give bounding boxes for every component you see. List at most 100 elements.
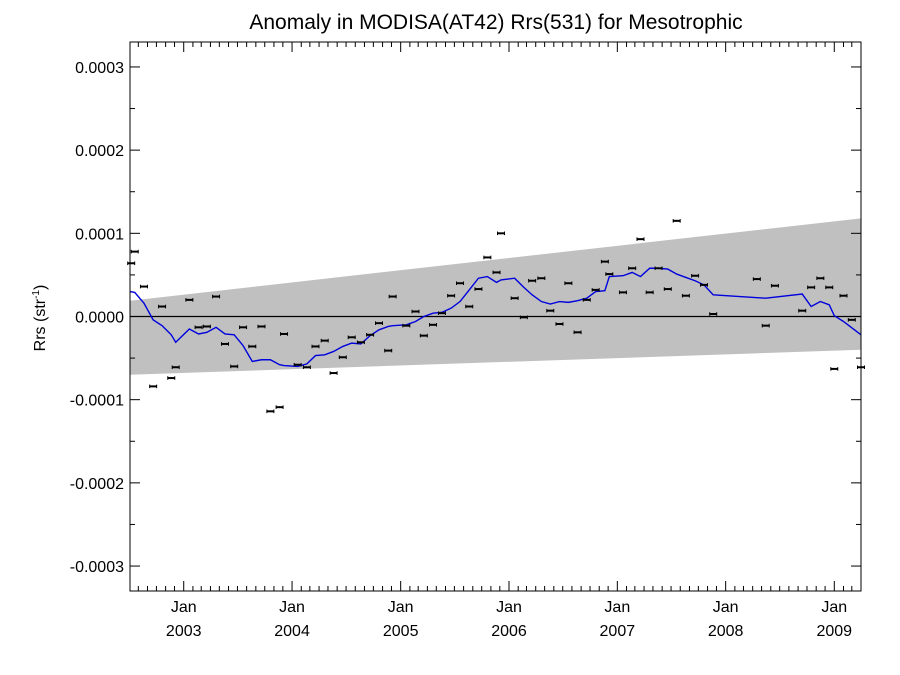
data-point (496, 231, 505, 236)
data-point (798, 308, 807, 313)
data-point (510, 296, 519, 300)
data-point (384, 348, 393, 353)
x-tick-month-label: Jan (388, 599, 414, 616)
data-point (429, 323, 438, 327)
data-point (528, 278, 537, 283)
data-point (591, 288, 600, 292)
data-point (127, 261, 136, 266)
data-point (320, 338, 329, 343)
data-point (564, 281, 573, 286)
data-point (600, 259, 609, 264)
data-point (474, 287, 483, 291)
x-tick-month-label: Jan (279, 599, 305, 616)
data-point (628, 266, 637, 271)
x-tick-year-label: 2003 (166, 623, 202, 640)
data-point (293, 362, 302, 367)
plot-area (127, 218, 865, 414)
data-point (329, 371, 338, 375)
y-tick-label: 0.0002 (75, 143, 124, 160)
data-point (347, 335, 356, 340)
data-point (847, 318, 856, 322)
data-point (275, 405, 284, 409)
data-point (709, 312, 718, 316)
y-tick-label: -0.0001 (70, 393, 124, 410)
running-mean-line (129, 267, 862, 368)
data-point (605, 272, 614, 276)
data-point (338, 355, 347, 360)
data-point (280, 332, 289, 336)
data-point (555, 322, 564, 326)
data-point (636, 237, 645, 241)
data-point (770, 283, 779, 288)
data-point (402, 323, 411, 328)
data-point (212, 294, 221, 299)
data-point (185, 298, 194, 302)
y-tick-label: 0.0000 (75, 310, 124, 327)
data-point (388, 294, 397, 299)
data-point (816, 276, 825, 281)
data-point (158, 304, 167, 309)
data-point (220, 342, 229, 346)
axes: 0.0003 0.0002 0.0001 0.0000 -0.0001 -0.0002 -0… (70, 41, 862, 640)
data-point (366, 333, 375, 337)
x-tick-year-label: 2006 (491, 623, 527, 640)
chart-title: Anomaly in MODISA(AT42) Rrs(531) for Mes… (249, 11, 742, 34)
data-point (375, 321, 384, 325)
data-point (654, 266, 663, 271)
x-tick-month-label: Jan (821, 599, 847, 616)
data-point (230, 364, 239, 369)
x-tick-year-label: 2009 (816, 623, 852, 640)
data-point (483, 255, 492, 260)
data-point (537, 276, 546, 281)
data-point (573, 330, 582, 335)
data-point (645, 290, 654, 295)
y-tick-label: -0.0003 (70, 559, 124, 576)
data-point (266, 409, 275, 414)
data-point (356, 340, 365, 345)
y-tick-label: 0.0003 (75, 60, 124, 77)
data-point (492, 270, 501, 275)
data-point (311, 344, 320, 349)
data-point (302, 365, 311, 370)
y-tick-label: -0.0002 (70, 476, 124, 493)
data-point (663, 287, 672, 291)
data-point (257, 324, 266, 329)
x-tick-year-label: 2005 (383, 623, 419, 640)
data-point (447, 293, 456, 298)
data-point (437, 311, 446, 315)
data-point (194, 325, 203, 330)
x-tick-year-label: 2008 (708, 623, 744, 640)
data-point (411, 309, 420, 314)
x-tick-year-label: 2007 (600, 623, 636, 640)
data-point (807, 285, 816, 290)
y-axis-label-close: ) (32, 285, 49, 290)
data-point (825, 285, 834, 290)
x-tick-month-label: Jan (713, 599, 739, 616)
data-point (149, 384, 158, 389)
y-axis-label-sup: -1 (31, 290, 42, 299)
data-point (582, 298, 591, 302)
data-point (130, 249, 139, 254)
data-point (839, 293, 848, 298)
x-tick-year-label: 2004 (274, 623, 310, 640)
data-point (239, 325, 248, 330)
y-tick-label: 0.0001 (75, 226, 124, 243)
x-tick-month-label: Jan (171, 599, 197, 616)
data-point (171, 365, 180, 370)
y-axis-label: Rrs (str-1) (31, 285, 49, 352)
data-point (761, 323, 770, 328)
data-point (202, 324, 211, 329)
data-point (681, 293, 690, 298)
data-point (456, 281, 465, 286)
x-tick-month-label: Jan (604, 599, 630, 616)
data-point (672, 219, 681, 223)
data-point (248, 344, 257, 349)
data-point (618, 290, 627, 295)
y-axis-label-main: Rrs (str (32, 298, 49, 351)
data-point (830, 367, 839, 371)
data-point (139, 284, 148, 289)
data-point (519, 315, 528, 320)
data-point (167, 376, 176, 380)
data-point (465, 304, 474, 309)
